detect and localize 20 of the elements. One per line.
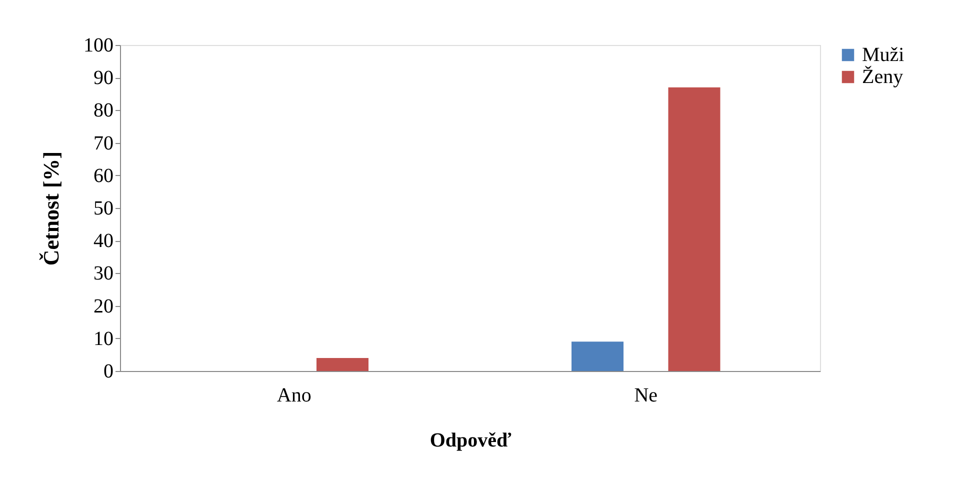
bar (668, 87, 720, 371)
y-tick-label: 70 (94, 132, 114, 154)
y-tick-label: 10 (94, 328, 114, 350)
y-axis-title: Četnost [%] (38, 151, 64, 266)
x-axis-title: Odpověď (430, 430, 512, 452)
y-tick-label: 20 (94, 295, 114, 318)
y-tick-label: 80 (94, 100, 114, 122)
y-tick-label: 60 (94, 164, 114, 187)
x-tick-label: Ano (276, 384, 312, 406)
y-tick-label: 90 (94, 67, 114, 90)
y-tick-label: 0 (104, 360, 114, 382)
bar (572, 342, 624, 371)
y-tick-label: 100 (84, 34, 114, 56)
y-tick-label: 30 (94, 262, 114, 285)
legend-label: Muži (862, 44, 905, 66)
x-tick-label: Ne (634, 384, 658, 406)
legend-label: Ženy (862, 65, 904, 88)
bar (316, 358, 368, 371)
y-tick-label: 40 (94, 230, 114, 252)
y-tick-label: 50 (94, 198, 114, 220)
